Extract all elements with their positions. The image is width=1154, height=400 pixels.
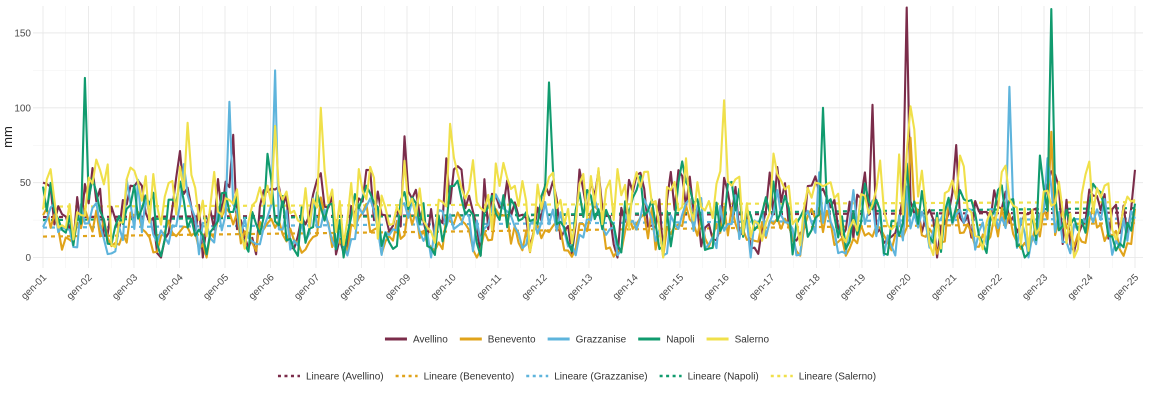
- x-tick-label: gen-11: [475, 272, 505, 302]
- legend-label: Lineare (Napoli): [688, 372, 759, 383]
- x-tick-label: gen-10: [429, 272, 459, 302]
- x-tick-label: gen-23: [1020, 272, 1050, 302]
- x-tick-label: gen-05: [201, 272, 231, 302]
- legend-label: Napoli: [666, 335, 694, 346]
- trend-legend: Lineare (Avellino) Lineare (Benevento) Lin…: [277, 372, 876, 383]
- x-tick-label: gen-24: [1066, 272, 1096, 302]
- legend-label: Lineare (Salerno): [799, 372, 876, 383]
- trend-line-4: [42, 207, 1136, 222]
- x-tick-label: gen-22: [975, 272, 1005, 302]
- x-tick-label: gen-07: [292, 272, 322, 302]
- x-tick-label: gen-12: [520, 272, 550, 302]
- x-tick-label: gen-18: [793, 272, 823, 302]
- y-axis: 0 50 100 150: [14, 28, 31, 264]
- legend-label: Salerno: [735, 335, 770, 346]
- legend-label: Lineare (Avellino): [306, 372, 384, 383]
- x-axis: gen-01 gen-02 gen-03 gen-04 gen-05 gen-06 gen-…: [19, 272, 1141, 302]
- y-tick-label: 0: [25, 253, 31, 264]
- y-axis-title: mm: [0, 126, 15, 148]
- y-tick-label: 50: [20, 178, 32, 189]
- series-lines: [41, 6, 1137, 259]
- x-tick-label: gen-17: [747, 272, 777, 302]
- legend-label: Lineare (Grazzanise): [554, 372, 647, 383]
- x-tick-label: gen-21: [929, 272, 959, 302]
- y-tick-label: 150: [14, 28, 31, 39]
- x-tick-label: gen-16: [702, 272, 732, 302]
- x-tick-label: gen-08: [338, 272, 368, 302]
- series-line-salerno: [41, 99, 1136, 259]
- x-tick-label: gen-09: [383, 272, 413, 302]
- x-tick-label: gen-03: [110, 272, 140, 302]
- x-tick-label: gen-14: [611, 272, 641, 302]
- x-tick-label: gen-15: [656, 272, 686, 302]
- x-tick-label: gen-20: [884, 272, 914, 302]
- legend-label: Avellino: [413, 335, 448, 346]
- x-tick-label: gen-19: [838, 272, 868, 302]
- y-tick-label: 100: [14, 103, 31, 114]
- legend-label: Lineare (Benevento): [424, 372, 515, 383]
- x-tick-label: gen-01: [19, 272, 49, 302]
- legend-label: Grazzanise: [576, 335, 627, 346]
- x-tick-label: gen-02: [65, 272, 95, 302]
- trend-line-2: [42, 221, 1136, 238]
- legend-label: Benevento: [488, 335, 536, 346]
- series-legend: Avellino Benevento Grazzanise Napoli Salerno: [384, 335, 770, 346]
- x-tick-label: gen-13: [565, 272, 595, 302]
- x-tick-label: gen-25: [1111, 272, 1141, 302]
- x-tick-label: gen-04: [156, 272, 186, 302]
- x-tick-label: gen-06: [247, 272, 277, 302]
